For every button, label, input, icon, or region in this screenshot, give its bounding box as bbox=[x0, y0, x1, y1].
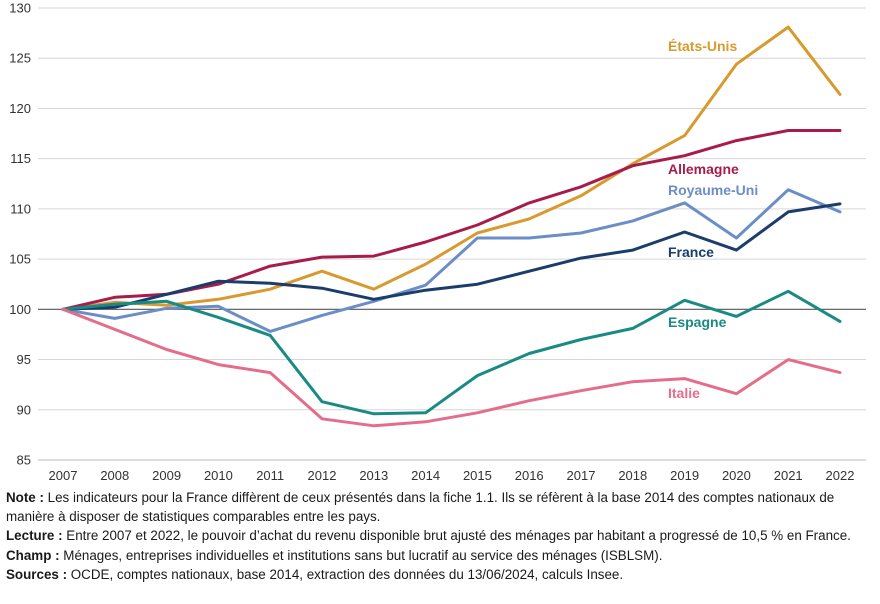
series-label: Italie bbox=[668, 385, 700, 401]
sources-paragraph: Sources : OCDE, comptes nationaux, base … bbox=[6, 565, 874, 584]
x-axis-ticks: 2007 2008 2009 2010 2011 2012 2013 2014 2015 2016… bbox=[49, 468, 855, 483]
scope-text: Ménages, entreprises individuelles et in… bbox=[59, 547, 663, 563]
y-axis-ticks: 85 90 95 100 105 110 115 120 125 130 bbox=[9, 1, 31, 468]
series-label: Royaume-Uni bbox=[668, 182, 758, 198]
note-text: Les indicateurs pour la France diffèrent… bbox=[6, 490, 835, 525]
x-tick-label: 2016 bbox=[515, 468, 544, 483]
x-tick-label: 2008 bbox=[100, 468, 129, 483]
note-key: Note : bbox=[6, 490, 44, 505]
y-tick-label: 130 bbox=[9, 1, 31, 16]
y-tick-label: 120 bbox=[9, 101, 31, 116]
chart-notes: Note : Les indicateurs pour la France di… bbox=[6, 488, 874, 584]
x-tick-label: 2021 bbox=[774, 468, 803, 483]
reading-key: Lecture : bbox=[6, 528, 63, 544]
reading-text: Entre 2007 et 2022, le pouvoir d’achat d… bbox=[62, 528, 851, 544]
y-tick-label: 115 bbox=[10, 151, 31, 166]
series-lines bbox=[61, 25, 842, 428]
y-tick-label: 110 bbox=[10, 201, 31, 216]
series-label: Espagne bbox=[668, 314, 727, 330]
reading-paragraph: Lecture : Entre 2007 et 2022, le pouvoir… bbox=[6, 526, 874, 545]
series-line bbox=[61, 202, 842, 311]
x-tick-label: 2015 bbox=[463, 468, 492, 483]
x-tick-label: 2012 bbox=[308, 468, 337, 483]
x-tick-label: 2011 bbox=[256, 468, 284, 483]
x-tick-label: 2022 bbox=[826, 468, 855, 483]
sources-text: OCDE, comptes nationaux, base 2014, extr… bbox=[67, 566, 624, 582]
y-tick-label: 105 bbox=[9, 252, 31, 267]
note-paragraph: Note : Les indicateurs pour la France di… bbox=[6, 488, 874, 526]
y-tick-label: 90 bbox=[17, 402, 31, 417]
x-tick-label: 2007 bbox=[49, 468, 78, 483]
x-tick-label: 2018 bbox=[618, 468, 647, 483]
x-tick-label: 2013 bbox=[359, 468, 388, 483]
y-tick-label: 85 bbox=[17, 453, 31, 468]
sources-key: Sources : bbox=[6, 566, 68, 582]
y-tick-label: 125 bbox=[9, 51, 31, 66]
x-tick-label: 2010 bbox=[204, 468, 233, 483]
x-tick-label: 2020 bbox=[722, 468, 751, 483]
y-tick-label: 95 bbox=[17, 352, 31, 367]
series-label: France bbox=[668, 244, 714, 260]
series-labels: États-Unis Allemagne Royaume-Uni France Espa… bbox=[668, 38, 758, 401]
series-line bbox=[61, 129, 842, 311]
scope-paragraph: Champ : Ménages, entreprises individuell… bbox=[6, 546, 874, 565]
series-line bbox=[61, 307, 842, 428]
series-line bbox=[61, 188, 842, 333]
line-chart: 85 90 95 100 105 110 115 120 125 130 2007 2008 2009… bbox=[9, 1, 866, 483]
series-label: États-Unis bbox=[668, 38, 737, 54]
x-tick-label: 2017 bbox=[567, 468, 596, 483]
x-tick-label: 2009 bbox=[152, 468, 181, 483]
scope-key: Champ : bbox=[6, 547, 60, 563]
series-label: Allemagne bbox=[668, 161, 739, 177]
series-line bbox=[61, 25, 842, 311]
series-line bbox=[61, 289, 842, 416]
x-tick-label: 2014 bbox=[411, 468, 440, 483]
x-tick-label: 2019 bbox=[670, 468, 699, 483]
y-tick-label: 100 bbox=[9, 302, 31, 317]
